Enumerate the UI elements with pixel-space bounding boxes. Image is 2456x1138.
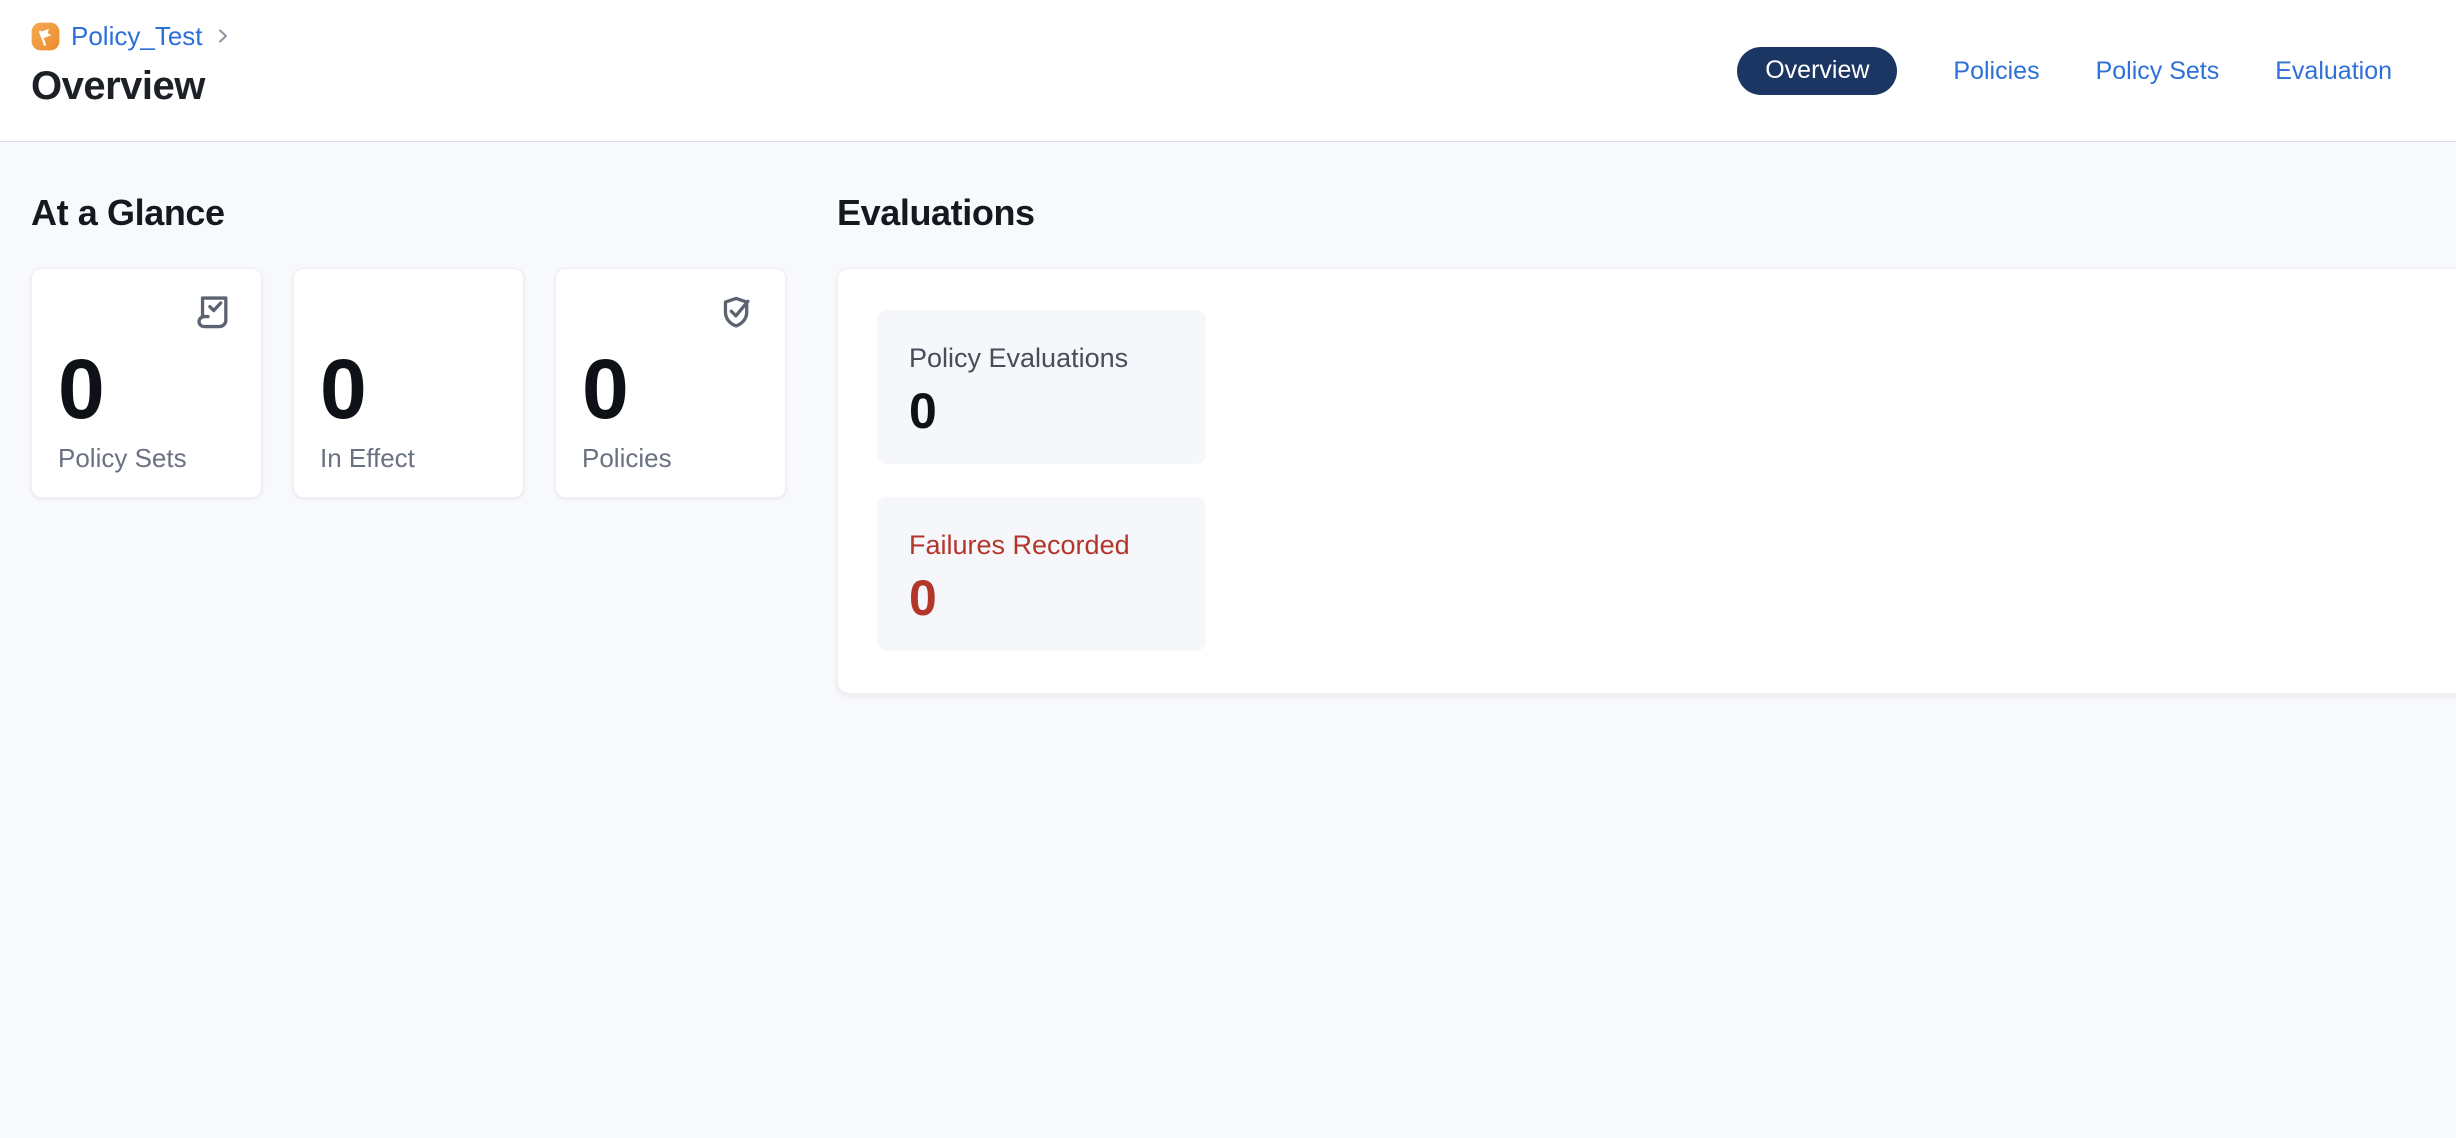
evaluations-heading: Evaluations bbox=[837, 192, 1035, 233]
stat-label: Policy Sets bbox=[58, 442, 187, 473]
stat-card-in-effect: 0 In Effect bbox=[293, 267, 524, 498]
flag-app-icon bbox=[31, 22, 60, 50]
tile-label: Policy Evaluations bbox=[909, 342, 1129, 373]
stat-label: In Effect bbox=[320, 442, 415, 473]
tile-label: Failures Recorded bbox=[909, 529, 1130, 560]
stat-card-policies: 0 Policies bbox=[555, 267, 786, 498]
policy-evaluations-tile: Policy Evaluations 0 bbox=[877, 309, 1206, 464]
at-a-glance-heading: At a Glance bbox=[31, 192, 225, 233]
scroll-check-icon bbox=[191, 290, 235, 334]
page-title: Overview bbox=[31, 64, 205, 108]
nav-tab-evaluation[interactable]: Evaluation bbox=[2275, 56, 2392, 85]
stat-value: 0 bbox=[58, 342, 105, 436]
stat-label: Policies bbox=[582, 442, 672, 473]
breadcrumb-link-project[interactable]: Policy_Test bbox=[71, 21, 203, 51]
page-header: Policy_Test Overview Overview Policies P… bbox=[0, 0, 2456, 142]
at-a-glance-cards: 0 Policy Sets 0 In Effect 0 Policies bbox=[31, 267, 788, 498]
evaluations-section: Evaluations Policy Evaluations 0 Failure… bbox=[837, 142, 2456, 694]
breadcrumb: Policy_Test bbox=[31, 21, 232, 51]
shield-check-icon bbox=[715, 290, 759, 334]
failures-recorded-tile: Failures Recorded 0 bbox=[877, 496, 1206, 651]
evaluations-card: Policy Evaluations 0 Failures Recorded 0 bbox=[837, 267, 2456, 694]
stat-value: 0 bbox=[582, 342, 629, 436]
nav-tab-policy-sets[interactable]: Policy Sets bbox=[2095, 56, 2220, 85]
stat-value: 0 bbox=[320, 342, 367, 436]
stat-card-policy-sets: 0 Policy Sets bbox=[31, 267, 262, 498]
nav-tab-overview[interactable]: Overview bbox=[1737, 47, 1898, 95]
chevron-right-icon bbox=[218, 29, 227, 43]
at-a-glance-section: At a Glance 0 Policy Sets 0 In Effect bbox=[31, 142, 788, 498]
tile-value: 0 bbox=[909, 569, 937, 626]
tile-value: 0 bbox=[909, 382, 937, 439]
nav-tab-policies[interactable]: Policies bbox=[1953, 56, 2040, 85]
top-nav: Overview Policies Policy Sets Evaluation bbox=[1737, 0, 2392, 142]
main-content: At a Glance 0 Policy Sets 0 In Effect bbox=[0, 142, 2456, 694]
